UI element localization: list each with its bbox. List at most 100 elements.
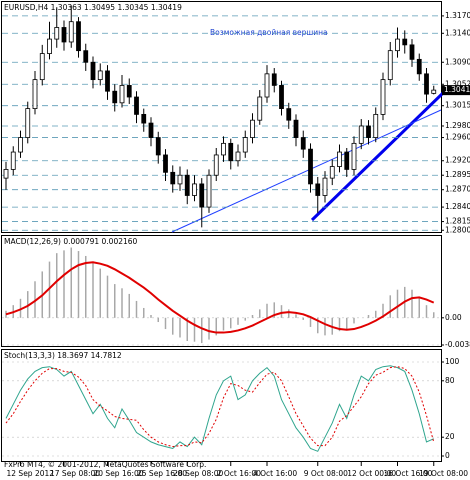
y-tick-label: 0 — [445, 451, 450, 460]
candle-body — [235, 151, 241, 162]
candle-body — [39, 53, 45, 81]
trend-line-thin — [171, 109, 442, 233]
candle-body — [286, 108, 292, 121]
candle-body — [134, 96, 139, 115]
x-tick-label: 25 Sep 16:00 — [137, 469, 187, 478]
y-tick-label: 1.31700 — [445, 11, 470, 20]
footer: FxPro MT4, © 2001-2012, MetaQuotes Softw… — [4, 460, 206, 469]
x-tick-label: 16 Oct 16:00 — [384, 469, 433, 478]
y-tick-label: 1.28400 — [445, 202, 470, 211]
indicator-line — [5, 261, 435, 334]
y-tick-label: 1.29800 — [445, 121, 470, 130]
price-panel — [1, 1, 442, 233]
indicator-line — [5, 365, 434, 452]
candle-body — [293, 119, 299, 138]
y-tick-label: 20 — [445, 432, 455, 441]
trend-line — [310, 91, 445, 222]
x-tick-label: 4 Oct 16:00 — [253, 469, 297, 478]
y-tick-label: 1.30900 — [445, 57, 470, 66]
x-tick-label: 9 Oct 08:00 — [304, 469, 348, 478]
y-tick-label: -0.00387 — [445, 340, 470, 349]
candle-body — [322, 177, 328, 196]
candle-body — [228, 142, 234, 162]
stoch-panel — [1, 349, 442, 462]
candle-body — [300, 137, 306, 150]
candle-body — [264, 73, 270, 98]
candle-body — [416, 58, 422, 75]
candle-body — [409, 44, 415, 60]
candle-body — [366, 125, 371, 138]
y-tick-label: 1.29200 — [445, 156, 470, 165]
candle-body — [402, 38, 408, 46]
candle-body — [112, 90, 118, 104]
last-price-box — [442, 85, 470, 96]
candle-body — [257, 96, 263, 121]
y-tick-label: 1.28700 — [445, 185, 470, 194]
y-tick-label: 1.29600 — [445, 133, 470, 142]
candle-body — [170, 171, 176, 185]
candle-body — [315, 183, 321, 196]
y-tick-label: 80 — [445, 376, 455, 385]
x-tick-label: 19 Oct 08:00 — [419, 469, 468, 478]
x-tick-label: 28 Sep 08:00 — [173, 469, 223, 478]
candle-body — [271, 73, 277, 86]
macd-panel — [1, 235, 442, 347]
macd-title: MACD(12,26,9) 0.000791 0.002160 — [4, 237, 138, 246]
candle-body — [90, 61, 96, 81]
y-tick-label: 1.30520 — [445, 79, 470, 88]
y-tick-label: 1.31400 — [445, 28, 470, 37]
candle-body — [308, 148, 313, 185]
candle-body — [431, 89, 437, 94]
y-tick-label: 100 — [445, 357, 460, 366]
candle-body — [105, 70, 110, 92]
x-tick-label: 17 Sep 08:00 — [50, 469, 100, 478]
candle-body — [424, 73, 429, 95]
price-title: EURUSD,H4 1.30363 1.30495 1.30345 1.3041… — [4, 3, 182, 12]
candle-body — [177, 174, 183, 185]
y-tick-label: 1.28000 — [445, 225, 470, 234]
x-tick-label: 2 Oct 16:00 — [217, 469, 261, 478]
candle-body — [242, 137, 248, 153]
candle-body — [25, 108, 31, 138]
y-tick-label: 0.00 — [445, 313, 462, 322]
candle-body — [329, 166, 335, 179]
candle-body — [3, 169, 9, 179]
candle-body — [97, 70, 103, 81]
candle-body — [380, 79, 386, 115]
candle-body — [148, 122, 154, 138]
panel-frames — [1, 1, 442, 462]
candle-body — [250, 119, 255, 138]
annotation: Возможная двойная вершина — [210, 28, 328, 37]
candle-body — [387, 50, 393, 81]
candle-body — [126, 85, 132, 98]
candle-body — [337, 151, 342, 167]
candle-body — [83, 50, 89, 63]
candle-body — [32, 79, 38, 109]
candle-body — [344, 151, 350, 170]
candle-body — [61, 27, 67, 43]
candle-body — [141, 113, 147, 124]
signal-line — [5, 366, 435, 448]
y-tick-label: 1.28150 — [445, 217, 470, 226]
candle-body — [47, 38, 52, 54]
candle-body — [221, 142, 226, 156]
last-price-label: 1.30419 — [444, 85, 470, 94]
candle-body — [279, 85, 284, 109]
candle-body — [192, 183, 197, 196]
x-tick-label: 12 Sep 2012 — [7, 469, 55, 478]
candle-body — [163, 154, 168, 173]
candle-body — [68, 21, 74, 43]
y-tick-label: 1.30150 — [445, 101, 470, 110]
stoch-title: Stoch(13,3,3) 18.3697 14.7812 — [4, 351, 122, 360]
y-tick-label: 1.28950 — [445, 170, 470, 179]
candle-body — [119, 85, 125, 104]
candle-body — [199, 183, 205, 208]
candle-body — [206, 174, 212, 208]
candle-body — [18, 137, 23, 153]
candle-body — [213, 154, 219, 176]
candle-body — [76, 21, 81, 52]
candle-body — [395, 38, 400, 52]
candle-body — [54, 27, 60, 40]
x-tick-label: 12 Oct 00:00 — [347, 469, 396, 478]
